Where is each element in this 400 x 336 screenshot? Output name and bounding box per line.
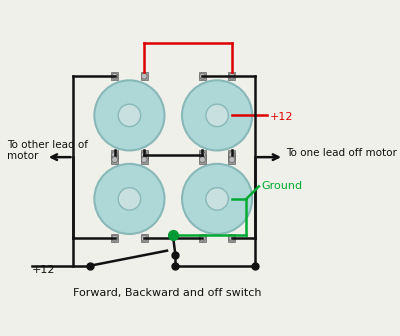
Circle shape [112, 157, 118, 163]
Circle shape [182, 164, 252, 234]
Text: +12: +12 [270, 112, 293, 122]
Circle shape [229, 73, 235, 79]
Text: To other lead of
motor: To other lead of motor [7, 140, 88, 161]
Circle shape [206, 104, 228, 127]
Circle shape [141, 235, 147, 241]
Circle shape [200, 157, 205, 163]
Bar [141, 72, 148, 80]
Circle shape [182, 80, 252, 151]
Bar [228, 156, 235, 164]
Text: +12: +12 [32, 265, 55, 275]
Bar [141, 156, 148, 164]
Bar [228, 234, 235, 242]
Bar [199, 156, 206, 164]
Bar [228, 151, 235, 159]
Bar [141, 151, 148, 159]
Text: To one lead off motor: To one lead off motor [286, 148, 397, 158]
Circle shape [141, 152, 147, 158]
Circle shape [141, 73, 147, 79]
Circle shape [206, 188, 228, 210]
Circle shape [200, 152, 205, 158]
Bar [111, 234, 118, 242]
Bar [111, 156, 118, 164]
Circle shape [118, 188, 141, 210]
Bar [199, 72, 206, 80]
Circle shape [200, 73, 205, 79]
Circle shape [229, 152, 235, 158]
Circle shape [112, 152, 118, 158]
Circle shape [229, 157, 235, 163]
Circle shape [94, 80, 164, 151]
Circle shape [141, 157, 147, 163]
Circle shape [200, 235, 205, 241]
Bar [111, 72, 118, 80]
Bar [199, 151, 206, 159]
Circle shape [112, 235, 118, 241]
Text: Forward, Backward and off switch: Forward, Backward and off switch [73, 288, 261, 298]
Circle shape [94, 164, 164, 234]
Bar [199, 234, 206, 242]
Bar [141, 234, 148, 242]
Bar [228, 72, 235, 80]
Circle shape [118, 104, 141, 127]
Circle shape [112, 73, 118, 79]
Bar [111, 151, 118, 159]
Text: Ground: Ground [261, 180, 302, 191]
Circle shape [229, 235, 235, 241]
